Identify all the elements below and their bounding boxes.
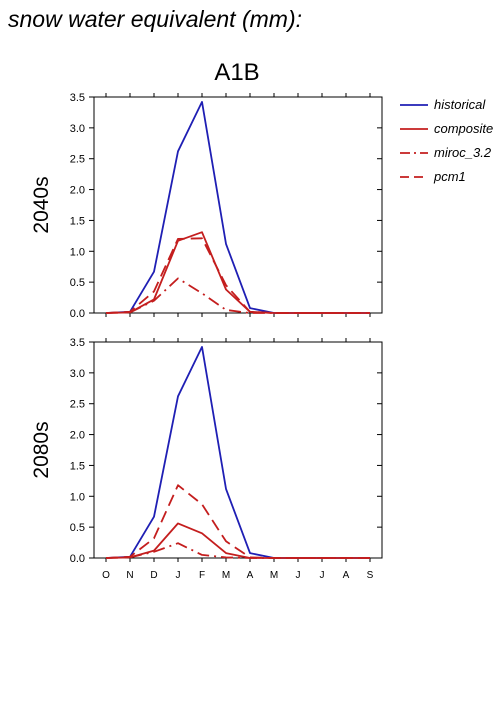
x-tick-label: N — [126, 570, 133, 581]
x-tick-label: J — [320, 570, 325, 581]
legend-label-miroc_3.2: miroc_3.2 — [434, 145, 492, 160]
y-tick-label: 0.0 — [70, 308, 85, 320]
x-tick-label: M — [270, 570, 278, 581]
y-tick-label: 1.0 — [70, 491, 85, 503]
y-tick-label: 2.0 — [70, 185, 85, 197]
series-line-composite — [105, 231, 370, 314]
series-line-pcm1 — [105, 237, 370, 314]
chart-panel-2080s: 0.0 0.5 1.0 1.5 2.0 2.5 3.0 3.5 O N D J F M A M J J A S 2080… — [30, 337, 383, 581]
y-tick-label: 1.5 — [70, 460, 85, 472]
series-line-pcm1 — [105, 484, 370, 559]
series-line-historical — [105, 345, 370, 559]
y-tick-label: 0.5 — [70, 522, 85, 534]
y-tick-label: 2.0 — [70, 430, 85, 442]
y-tick-label: 3.5 — [70, 92, 85, 104]
y-tick-label: 2.5 — [70, 154, 85, 166]
y-axis-label: 2080s — [30, 421, 53, 478]
x-tick-label: J — [176, 570, 181, 581]
page-title: snow water equivalent (mm): — [8, 6, 302, 32]
scenario-label: A1B — [214, 59, 259, 86]
x-tick-label: M — [222, 570, 230, 581]
chart-legend: historical composite miroc_3.2 pcm1 — [400, 97, 493, 184]
y-tick-label: 2.5 — [70, 399, 85, 411]
x-tick-label: S — [367, 570, 374, 581]
x-tick-label: F — [199, 570, 205, 581]
y-tick-label: 1.0 — [70, 246, 85, 258]
plot-frame — [93, 341, 383, 559]
y-tick-label: 0.0 — [70, 553, 85, 565]
y-tick-label: 3.5 — [70, 337, 85, 349]
y-axis-label: 2040s — [30, 176, 53, 233]
x-tick-label: J — [296, 570, 301, 581]
series-line-historical — [105, 101, 370, 314]
series-line-composite — [105, 522, 370, 559]
plot-frame — [93, 96, 383, 314]
y-tick-label: 1.5 — [70, 215, 85, 227]
x-tick-label: A — [343, 570, 350, 581]
chart-panel-2040s: 0.0 0.5 1.0 1.5 2.0 2.5 3.0 3.5 2040s — [30, 92, 383, 320]
legend-label-composite: composite — [434, 121, 493, 136]
legend-label-pcm1: pcm1 — [433, 169, 466, 184]
legend-label-historical: historical — [434, 97, 486, 112]
y-tick-label: 0.5 — [70, 277, 85, 289]
x-tick-label: A — [247, 570, 254, 581]
y-tick-label: 3.0 — [70, 368, 85, 380]
x-tick-label: D — [150, 570, 157, 581]
y-tick-label: 3.0 — [70, 123, 85, 135]
series-line-miroc_3.2 — [105, 277, 370, 314]
x-tick-label: O — [102, 570, 110, 581]
